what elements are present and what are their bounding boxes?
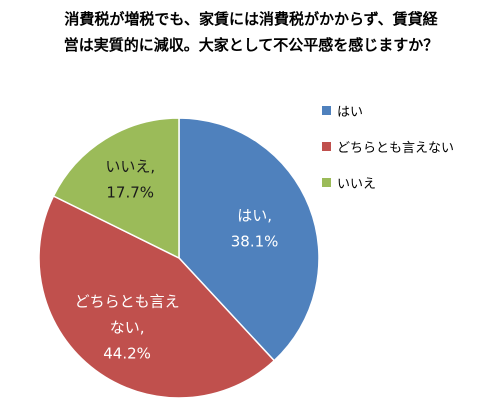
data-label-dochiratomo-line-1: どちらとも言え	[75, 293, 180, 311]
data-label-dochiratomo-line-2: ない,	[110, 319, 145, 337]
legend-item-iie: いいえ	[322, 170, 454, 194]
data-label-hai-line-1: はい,	[237, 206, 272, 224]
data-label-hai-line-2: 38.1%	[231, 232, 279, 250]
legend-label-dochiratomo: どちらとも言えない	[337, 140, 455, 156]
pie-data-labels: はい, 38.1% どちらとも言えない, 44.2% いいえ, 17.7%	[75, 158, 279, 363]
legend-swatch-iie	[322, 177, 331, 187]
legend-swatch-dochiratomo	[322, 141, 331, 151]
pie-slice-dochiratomo	[38, 195, 276, 399]
legend-item-hai: はい	[322, 98, 454, 122]
chart-title-line-2: 営は実質的に減収。大家として不公平感を感じますか？	[63, 36, 439, 54]
data-label-iie-line-2: 17.7%	[106, 184, 154, 202]
legend-label-iie: いいえ	[337, 176, 377, 192]
pie-slice-iie	[52, 117, 180, 260]
legend-swatch-hai	[322, 105, 331, 115]
pie-slice-hai	[178, 117, 320, 362]
legend-label-hai: はい	[337, 104, 364, 120]
legend-item-dochiratomo: どちらとも言えない	[322, 134, 454, 158]
legend: はい どちらとも言えない いいえ	[322, 98, 454, 206]
chart-title: 消費税が増税でも、家賃には消費税がかからず、賃貸経 営は実質的に減収。大家として…	[0, 6, 502, 58]
data-label-dochiratomo-line-3: 44.2%	[103, 345, 151, 363]
data-label-hai: はい, 38.1%	[231, 206, 279, 250]
chart-title-line-1: 消費税が増税でも、家賃には消費税がかからず、賃貸経	[64, 10, 438, 28]
pie-slices	[38, 117, 320, 399]
data-label-iie: いいえ, 17.7%	[105, 158, 155, 202]
data-label-dochiratomo: どちらとも言えない, 44.2%	[75, 293, 180, 363]
data-label-iie-line-1: いいえ,	[105, 158, 155, 176]
